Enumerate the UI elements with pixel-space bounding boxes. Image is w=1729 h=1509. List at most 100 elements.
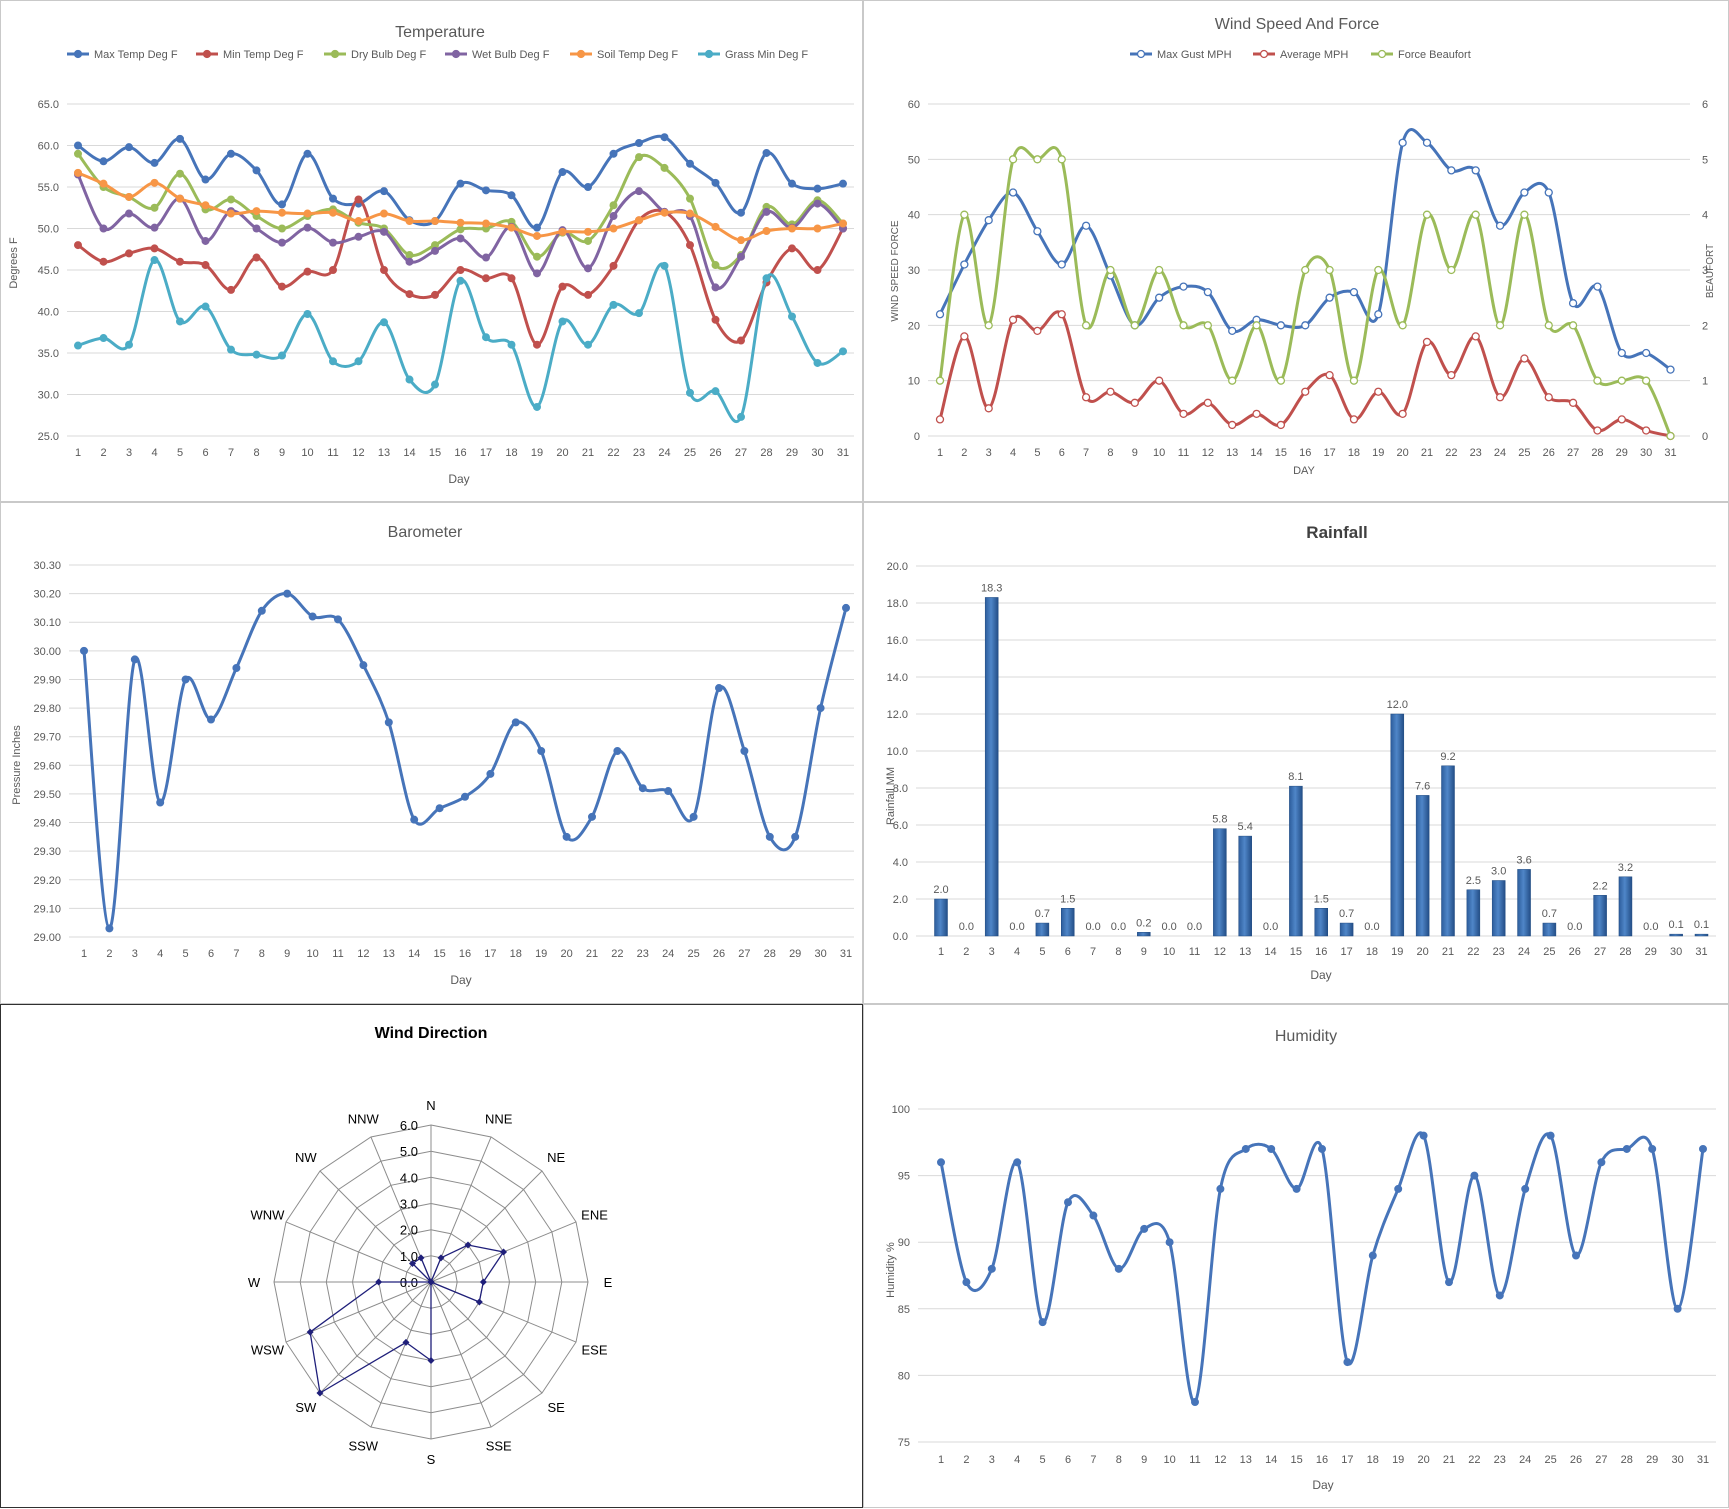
data-point [1033,155,1042,164]
data-point [74,149,82,158]
data-point [1089,1211,1098,1220]
y-tick-label: 20.0 [887,561,908,573]
x-axis-title: DAY [1293,465,1315,477]
x-tick-label: 21 [582,447,594,459]
data-point [201,175,210,184]
data-point [435,804,444,813]
data-point [1546,1131,1555,1140]
x-tick-label: 5 [1039,946,1045,958]
data-point [74,168,82,177]
x-tick-label: 18 [1366,946,1378,958]
data-point [813,358,822,367]
x-tick-label: 7 [228,447,234,459]
data-point [609,149,618,158]
data-label: 5.8 [1212,814,1227,826]
x-tick-label: 10 [306,948,318,960]
data-point [1521,1184,1530,1193]
x-tick-label: 23 [633,447,645,459]
direction-label: NW [295,1150,317,1165]
radar-marker [464,1241,472,1249]
data-point [405,257,414,266]
data-label: 0.1 [1669,919,1684,931]
x-tick-label: 19 [1391,946,1403,958]
y-tick-label: 29.80 [33,703,61,715]
radar-series [309,1244,505,1395]
data-point [482,274,490,283]
x-tick-label: 16 [1315,946,1327,958]
rain-bar [1314,908,1328,937]
y-tick-label: 10 [908,376,920,388]
r-tick-label: 1.0 [400,1249,418,1264]
x-tick-label: 14 [1265,1454,1277,1466]
data-point [278,224,286,233]
radar-marker [479,1278,487,1286]
y-tick-label: 60.0 [38,141,59,153]
x-tick-label: 4 [1014,1454,1020,1466]
series-line [938,146,1672,437]
radar-marker [417,1254,425,1262]
data-point [533,340,541,349]
data-point [816,704,825,713]
x-tick-label: 17 [484,948,496,960]
data-label: 2.0 [933,884,948,896]
humidity-chart: Humidity 75 80 85 90 95 100 1 2 3 4 5 6 7 8 9 10 11 12 13 14… [863,1004,1729,1508]
data-point [1179,282,1188,291]
x-tick-label: 20 [1417,1454,1429,1466]
rain-bar [1466,889,1481,937]
x-tick-label: 25 [1543,946,1555,958]
data-point [201,201,210,210]
data-point [839,219,847,228]
x-tick-label: 14 [403,447,415,459]
y-tick-label: 29.50 [33,789,61,801]
data-point [456,179,465,188]
data-point [482,219,490,228]
data-point [664,787,673,796]
data-point [558,227,567,236]
radar-marker [375,1278,383,1286]
x-tick-label: 2 [961,447,967,459]
x-tick-label: 28 [760,447,772,459]
data-point [303,309,312,318]
wind-direction-chart: Wind Direction N NNE NE ENE E ESE SE SSE S SSW SW WS… [0,1004,863,1508]
y-tick-label: 80 [898,1370,910,1382]
data-point [839,347,847,356]
x-tick-label: 17 [1323,447,1335,459]
data-point [334,615,342,624]
x-tick-label: 3 [126,447,132,459]
data-point [1394,1184,1403,1193]
x-tick-label: 16 [1299,447,1311,459]
x-tick-label: 18 [505,447,517,459]
y-tick-label: 30.30 [33,560,61,572]
data-point [303,223,312,232]
data-point [176,257,184,266]
data-point [1252,409,1261,419]
data-point [99,179,108,188]
y-tick-label: 40.0 [38,307,59,319]
rain-bar [1415,795,1430,937]
legend-marker [451,49,461,59]
x-tick-label: 10 [301,447,313,459]
x-axis-title: Day [1312,1478,1333,1492]
data-point [201,236,210,245]
r-tick-label: 3.0 [400,1197,418,1212]
data-point [686,159,694,168]
data-point [1081,321,1091,330]
y-tick-label: 29.40 [33,818,61,830]
data-point [689,812,698,821]
data-label: 8.1 [1288,771,1303,783]
chart-title: Barometer [388,524,463,541]
legend-marker [1259,49,1269,59]
x-tick-label: 8 [259,948,265,960]
data-point [1398,321,1407,330]
y-tick-label: 29.70 [33,732,61,744]
data-point [613,747,622,755]
data-point [303,149,312,158]
data-point [1349,287,1359,297]
x-tick-label: 9 [1141,946,1147,958]
x-tick-label: 24 [662,948,674,960]
data-point [1203,287,1213,297]
data-point [1422,210,1432,219]
data-point [125,209,133,218]
data-point [99,334,108,343]
x-tick-label: 22 [1467,946,1479,958]
